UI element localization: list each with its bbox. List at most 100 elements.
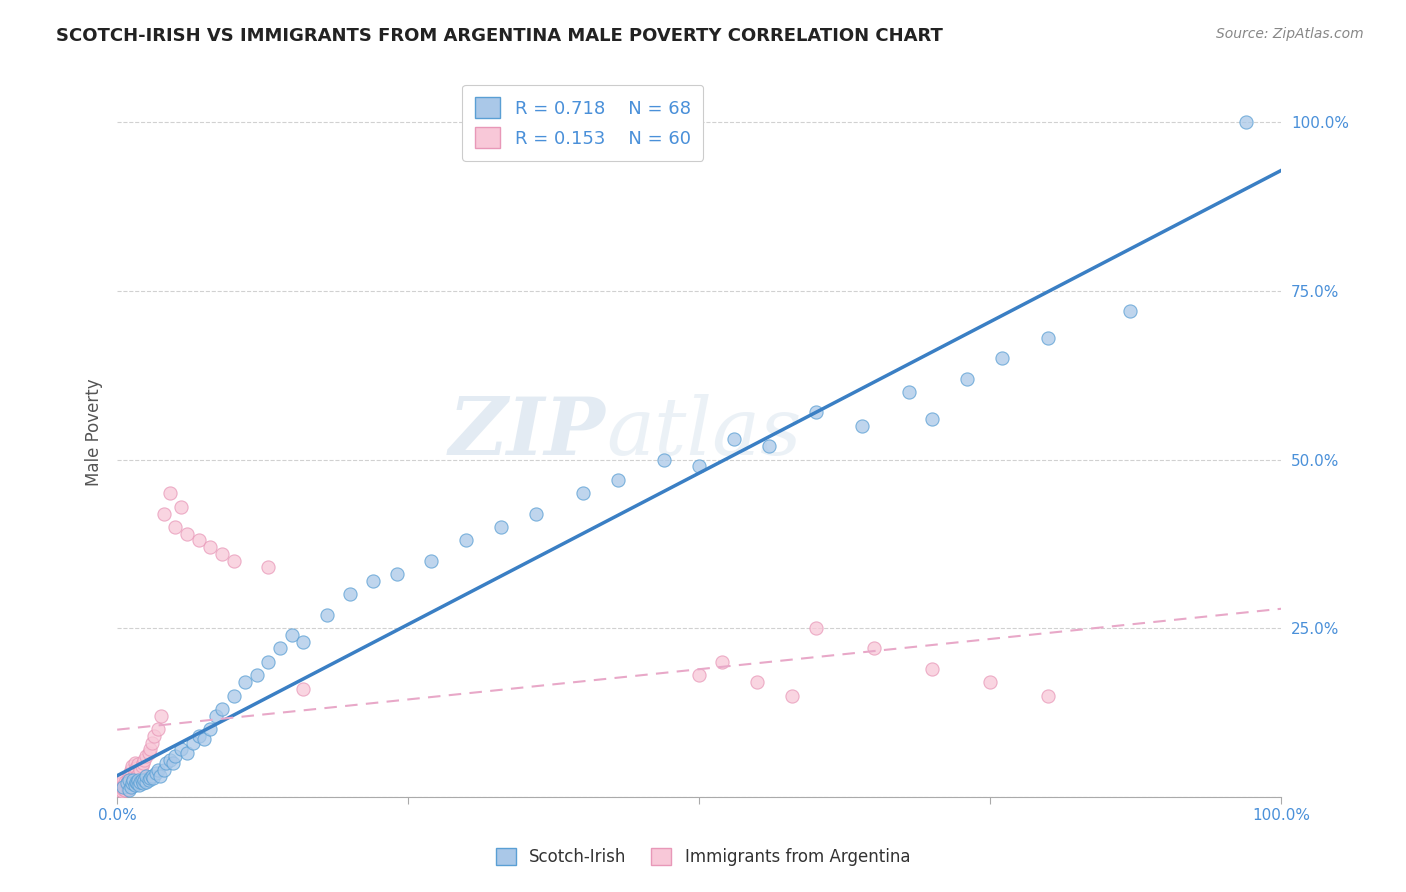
- Point: [118, 772, 141, 787]
- Point: [780, 689, 803, 703]
- Point: [135, 749, 157, 764]
- Point: [112, 780, 135, 794]
- Point: [141, 736, 163, 750]
- Point: [120, 775, 142, 789]
- Point: [146, 723, 169, 737]
- Point: [132, 753, 155, 767]
- Point: [121, 776, 143, 790]
- Point: [211, 547, 233, 561]
- Point: [139, 771, 162, 785]
- Point: [862, 641, 884, 656]
- Point: [122, 772, 145, 787]
- Point: [170, 500, 193, 514]
- Point: [143, 729, 166, 743]
- Point: [652, 452, 675, 467]
- Point: [723, 433, 745, 447]
- Point: [132, 776, 155, 790]
- Text: atlas: atlas: [606, 394, 801, 471]
- Point: [131, 772, 153, 787]
- Point: [117, 781, 139, 796]
- Point: [1119, 304, 1142, 318]
- Point: [118, 772, 141, 787]
- Point: [456, 533, 478, 548]
- Point: [121, 772, 143, 787]
- Point: [921, 662, 943, 676]
- Point: [135, 775, 157, 789]
- Point: [1234, 115, 1257, 129]
- Point: [200, 723, 222, 737]
- Point: [131, 759, 153, 773]
- Point: [118, 778, 141, 792]
- Point: [146, 763, 169, 777]
- Point: [127, 757, 149, 772]
- Point: [420, 554, 443, 568]
- Point: [205, 708, 228, 723]
- Point: [152, 763, 174, 777]
- Point: [128, 766, 150, 780]
- Point: [222, 554, 245, 568]
- Point: [292, 681, 315, 696]
- Point: [571, 486, 593, 500]
- Point: [711, 655, 734, 669]
- Point: [138, 746, 160, 760]
- Point: [111, 781, 134, 796]
- Text: Source: ZipAtlas.com: Source: ZipAtlas.com: [1216, 27, 1364, 41]
- Point: [114, 783, 136, 797]
- Point: [804, 405, 827, 419]
- Point: [124, 778, 146, 792]
- Point: [159, 486, 181, 500]
- Point: [125, 775, 148, 789]
- Y-axis label: Male Poverty: Male Poverty: [86, 379, 103, 486]
- Point: [125, 776, 148, 790]
- Point: [132, 756, 155, 770]
- Point: [125, 769, 148, 783]
- Point: [688, 668, 710, 682]
- Point: [524, 507, 547, 521]
- Point: [804, 621, 827, 635]
- Point: [211, 702, 233, 716]
- Text: SCOTCH-IRISH VS IMMIGRANTS FROM ARGENTINA MALE POVERTY CORRELATION CHART: SCOTCH-IRISH VS IMMIGRANTS FROM ARGENTIN…: [56, 27, 943, 45]
- Point: [124, 766, 146, 780]
- Point: [118, 769, 141, 783]
- Point: [1038, 689, 1060, 703]
- Point: [187, 729, 209, 743]
- Point: [139, 742, 162, 756]
- Point: [181, 736, 204, 750]
- Point: [257, 560, 280, 574]
- Point: [129, 775, 152, 789]
- Point: [138, 772, 160, 787]
- Point: [141, 769, 163, 783]
- Point: [127, 772, 149, 787]
- Point: [114, 775, 136, 789]
- Point: [176, 746, 198, 760]
- Point: [361, 574, 384, 588]
- Point: [128, 778, 150, 792]
- Point: [897, 385, 920, 400]
- Point: [132, 772, 155, 787]
- Point: [121, 759, 143, 773]
- Point: [281, 628, 304, 642]
- Point: [111, 776, 134, 790]
- Point: [990, 351, 1012, 366]
- Point: [115, 780, 138, 794]
- Point: [152, 507, 174, 521]
- Point: [979, 675, 1001, 690]
- Point: [129, 763, 152, 777]
- Point: [120, 780, 142, 794]
- Point: [1038, 331, 1060, 345]
- Point: [246, 668, 269, 682]
- Point: [339, 587, 361, 601]
- Point: [385, 567, 408, 582]
- Point: [315, 607, 337, 622]
- Point: [150, 708, 173, 723]
- Point: [222, 689, 245, 703]
- Point: [145, 766, 167, 780]
- Point: [159, 753, 181, 767]
- Point: [155, 756, 177, 770]
- Text: ZIP: ZIP: [449, 394, 606, 471]
- Point: [200, 540, 222, 554]
- Point: [120, 763, 142, 777]
- Point: [747, 675, 769, 690]
- Point: [176, 526, 198, 541]
- Point: [117, 772, 139, 787]
